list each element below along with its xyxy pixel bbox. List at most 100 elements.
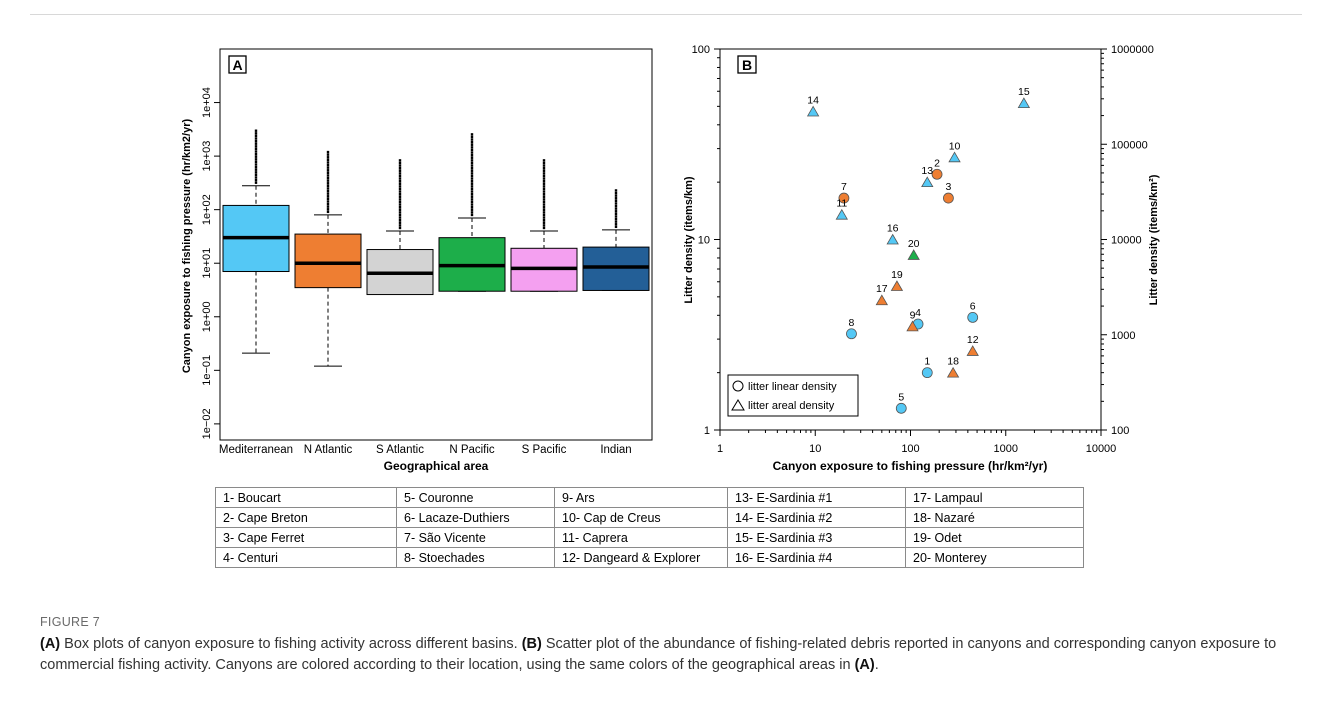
outlier-point	[398, 218, 402, 222]
outlier-point	[614, 225, 618, 229]
outlier-point	[254, 176, 258, 179]
outlier-point	[470, 213, 474, 217]
top-rule	[30, 14, 1302, 15]
table-cell: 17- Lampaul	[905, 487, 1084, 508]
outlier-point	[254, 137, 258, 140]
outlier-point	[326, 189, 330, 193]
outlier-point	[542, 221, 546, 224]
y-tick-label: 10	[698, 235, 710, 247]
panel-a-x-axis-label: Geographical area	[384, 459, 489, 473]
outlier-point	[326, 161, 330, 164]
outlier-point	[470, 203, 474, 206]
table-cell: 16- E-Sardinia #4	[727, 547, 906, 568]
panel-b-y-axis-label: Litter density (items/km)	[683, 176, 695, 303]
outlier-point	[470, 169, 474, 172]
outlier-point	[326, 153, 330, 156]
outlier-point	[542, 161, 546, 165]
table-cell: 19- Odet	[905, 527, 1084, 548]
outlier-point	[398, 211, 402, 214]
point-18-triangle	[946, 366, 960, 378]
panel-b-tag: B	[742, 57, 752, 73]
table-cell: 1- Boucart	[215, 487, 397, 508]
y2-tick-label: 1000	[1111, 330, 1135, 342]
outlier-point	[614, 204, 618, 208]
panel-a-tag-box	[228, 55, 247, 74]
outlier-point	[542, 216, 546, 219]
table-cell: 9- Ars	[554, 487, 728, 508]
x-tick-label: S Atlantic	[376, 444, 424, 456]
outlier-point	[470, 192, 474, 196]
x-tick-label: N Pacific	[449, 444, 495, 456]
outlier-point	[326, 174, 330, 177]
point-19-label: 19	[891, 269, 903, 281]
outlier-point	[542, 185, 546, 188]
x-tick-label: 10000	[1086, 443, 1117, 455]
outlier-point	[398, 172, 402, 175]
caption-text: (A) Box plots of canyon exposure to fish…	[40, 634, 1290, 676]
x-tick-label: Mediterranean	[219, 444, 293, 456]
outlier-point	[326, 192, 330, 195]
point-20-triangle	[907, 249, 920, 260]
outlier-point	[614, 215, 618, 218]
y2-tick-label: 10000	[1111, 235, 1142, 247]
outlier-point	[398, 159, 402, 162]
outlier-point	[542, 187, 546, 191]
outlier-point	[614, 189, 618, 192]
outlier-point	[326, 197, 330, 201]
outlier-point	[614, 207, 618, 210]
outlier-point	[398, 187, 402, 191]
outlier-point	[326, 200, 330, 203]
box-n-atlantic	[294, 233, 362, 289]
outlier-point	[254, 160, 258, 164]
figure-label: FIGURE 7	[40, 615, 101, 629]
outlier-point	[470, 190, 474, 193]
point-20-label: 20	[908, 238, 920, 250]
y2-tick-label: 1000000	[1111, 44, 1154, 56]
outlier-point	[254, 163, 258, 166]
legend-triangle-marker	[731, 399, 745, 411]
outlier-point	[398, 208, 402, 211]
outlier-point	[326, 195, 330, 198]
point-10-label: 10	[949, 140, 961, 152]
outlier-point	[542, 208, 546, 211]
outlier-point	[254, 142, 258, 145]
table-cell: 7- São Vicente	[396, 527, 555, 548]
outlier-point	[326, 176, 330, 180]
outlier-point	[614, 202, 618, 205]
outlier-point	[254, 155, 258, 158]
outlier-point	[326, 205, 330, 208]
y-tick-label: 1e+04	[201, 87, 213, 118]
table-row: 4- Centuri 8- Stoechades 12- Dangeard & …	[215, 547, 1084, 568]
outlier-point	[326, 158, 330, 162]
point-3-circle	[943, 192, 954, 204]
table-row: 1- Boucart 5- Couronne 9- Ars 13- E-Sard…	[215, 487, 1084, 508]
point-16-triangle	[886, 233, 899, 245]
point-8-label: 8	[849, 317, 855, 329]
outlier-point	[326, 184, 330, 188]
outlier-point	[614, 217, 618, 221]
point-11-triangle	[835, 208, 848, 220]
point-6-circle	[967, 312, 979, 323]
outlier-point	[542, 213, 546, 217]
caption-b-tag: (B)	[521, 636, 542, 652]
outlier-point	[614, 194, 618, 197]
canyon-key-table: 1- Boucart 5- Couronne 9- Ars 13- E-Sard…	[215, 487, 1084, 568]
outlier-point	[470, 143, 474, 146]
y-tick-label: 1e−02	[201, 408, 213, 439]
point-16-label: 16	[887, 223, 899, 235]
outlier-point	[542, 205, 546, 209]
point-8-circle	[846, 328, 857, 340]
outlier-point	[470, 187, 474, 191]
point-15-label: 15	[1018, 86, 1030, 98]
outlier-point	[326, 210, 330, 214]
point-2-label: 2	[934, 157, 940, 169]
outlier-point	[254, 147, 258, 151]
y-tick-label: 100	[692, 44, 710, 56]
outlier-point	[254, 132, 258, 135]
outlier-point	[398, 192, 402, 196]
outlier-point	[542, 226, 546, 230]
point-5-circle	[895, 402, 907, 414]
outlier-point	[254, 134, 258, 138]
panel-a-boxplot: 1e−02 1e−01 1e+00 1e+01 1e+02 1e+03 1e+04 Medit…	[181, 48, 653, 473]
table-cell: 13- E-Sardinia #1	[727, 487, 906, 508]
